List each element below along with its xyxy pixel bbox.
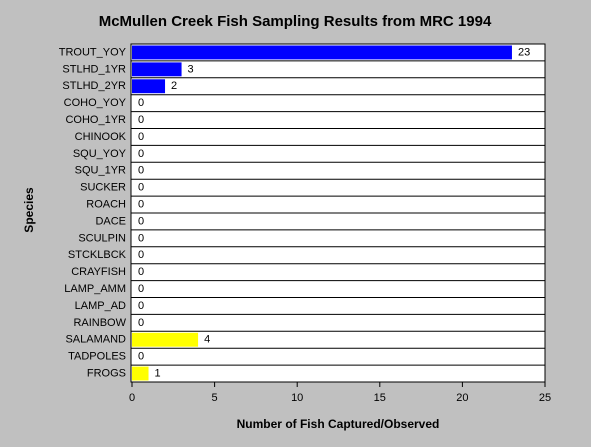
y-tick-label: LAMP_AMM xyxy=(64,283,126,295)
y-tick-label: STLHD_1YR xyxy=(62,63,126,75)
y-tick-label: COHO_1YR xyxy=(65,114,126,126)
value-label: 0 xyxy=(138,97,144,109)
y-tick-label: SCULPIN xyxy=(78,232,126,244)
value-label: 0 xyxy=(138,198,144,210)
y-tick-label: TADPOLES xyxy=(68,351,126,363)
y-tick-label: COHO_YOY xyxy=(64,97,127,109)
y-tick-label: CHINOOK xyxy=(75,131,127,143)
y-tick-label: SQU_1YR xyxy=(75,165,126,177)
y-tick-label: ROACH xyxy=(86,198,126,210)
y-tick-label: DACE xyxy=(95,215,126,227)
bar xyxy=(132,332,199,347)
value-label: 0 xyxy=(138,182,144,194)
y-tick-label: SALAMAND xyxy=(65,334,126,346)
y-tick-label: STLHD_2YR xyxy=(62,80,126,92)
value-label: 0 xyxy=(138,165,144,177)
value-label: 3 xyxy=(188,63,194,75)
bar xyxy=(132,79,166,94)
y-tick-label: TROUT_YOY xyxy=(59,46,127,58)
value-label: 1 xyxy=(155,367,161,379)
y-tick-label: SUCKER xyxy=(80,182,126,194)
x-tick-label: 20 xyxy=(456,392,468,404)
x-tick-label: 25 xyxy=(539,392,551,404)
y-tick-label: FROGS xyxy=(87,367,126,379)
value-label: 23 xyxy=(518,46,530,58)
x-tick-label: 5 xyxy=(212,392,218,404)
value-label: 0 xyxy=(138,215,144,227)
bar xyxy=(132,45,512,60)
y-tick-label: RAINBOW xyxy=(73,317,126,329)
value-label: 0 xyxy=(138,249,144,261)
value-label: 0 xyxy=(138,232,144,244)
x-tick-label: 15 xyxy=(374,392,386,404)
value-label: 0 xyxy=(138,300,144,312)
y-tick-label: SQU_YOY xyxy=(73,148,127,160)
value-label: 0 xyxy=(138,148,144,160)
value-label: 0 xyxy=(138,114,144,126)
y-tick-label: CRAYFISH xyxy=(71,266,126,278)
x-tick-label: 10 xyxy=(291,392,303,404)
y-tick-label: LAMP_AD xyxy=(75,300,126,312)
value-label: 0 xyxy=(138,317,144,329)
x-tick-label: 0 xyxy=(129,392,135,404)
bar xyxy=(132,62,182,77)
value-label: 0 xyxy=(138,266,144,278)
y-axis-label: Species xyxy=(22,187,36,233)
bar xyxy=(132,366,149,381)
value-label: 2 xyxy=(171,80,177,92)
chart-title: McMullen Creek Fish Sampling Results fro… xyxy=(99,13,492,30)
y-tick-label: STCKLBCK xyxy=(68,249,127,261)
value-label: 0 xyxy=(138,283,144,295)
value-label: 4 xyxy=(204,334,210,346)
value-label: 0 xyxy=(138,131,144,143)
x-axis-label: Number of Fish Captured/Observed xyxy=(237,417,440,431)
value-label: 0 xyxy=(138,351,144,363)
